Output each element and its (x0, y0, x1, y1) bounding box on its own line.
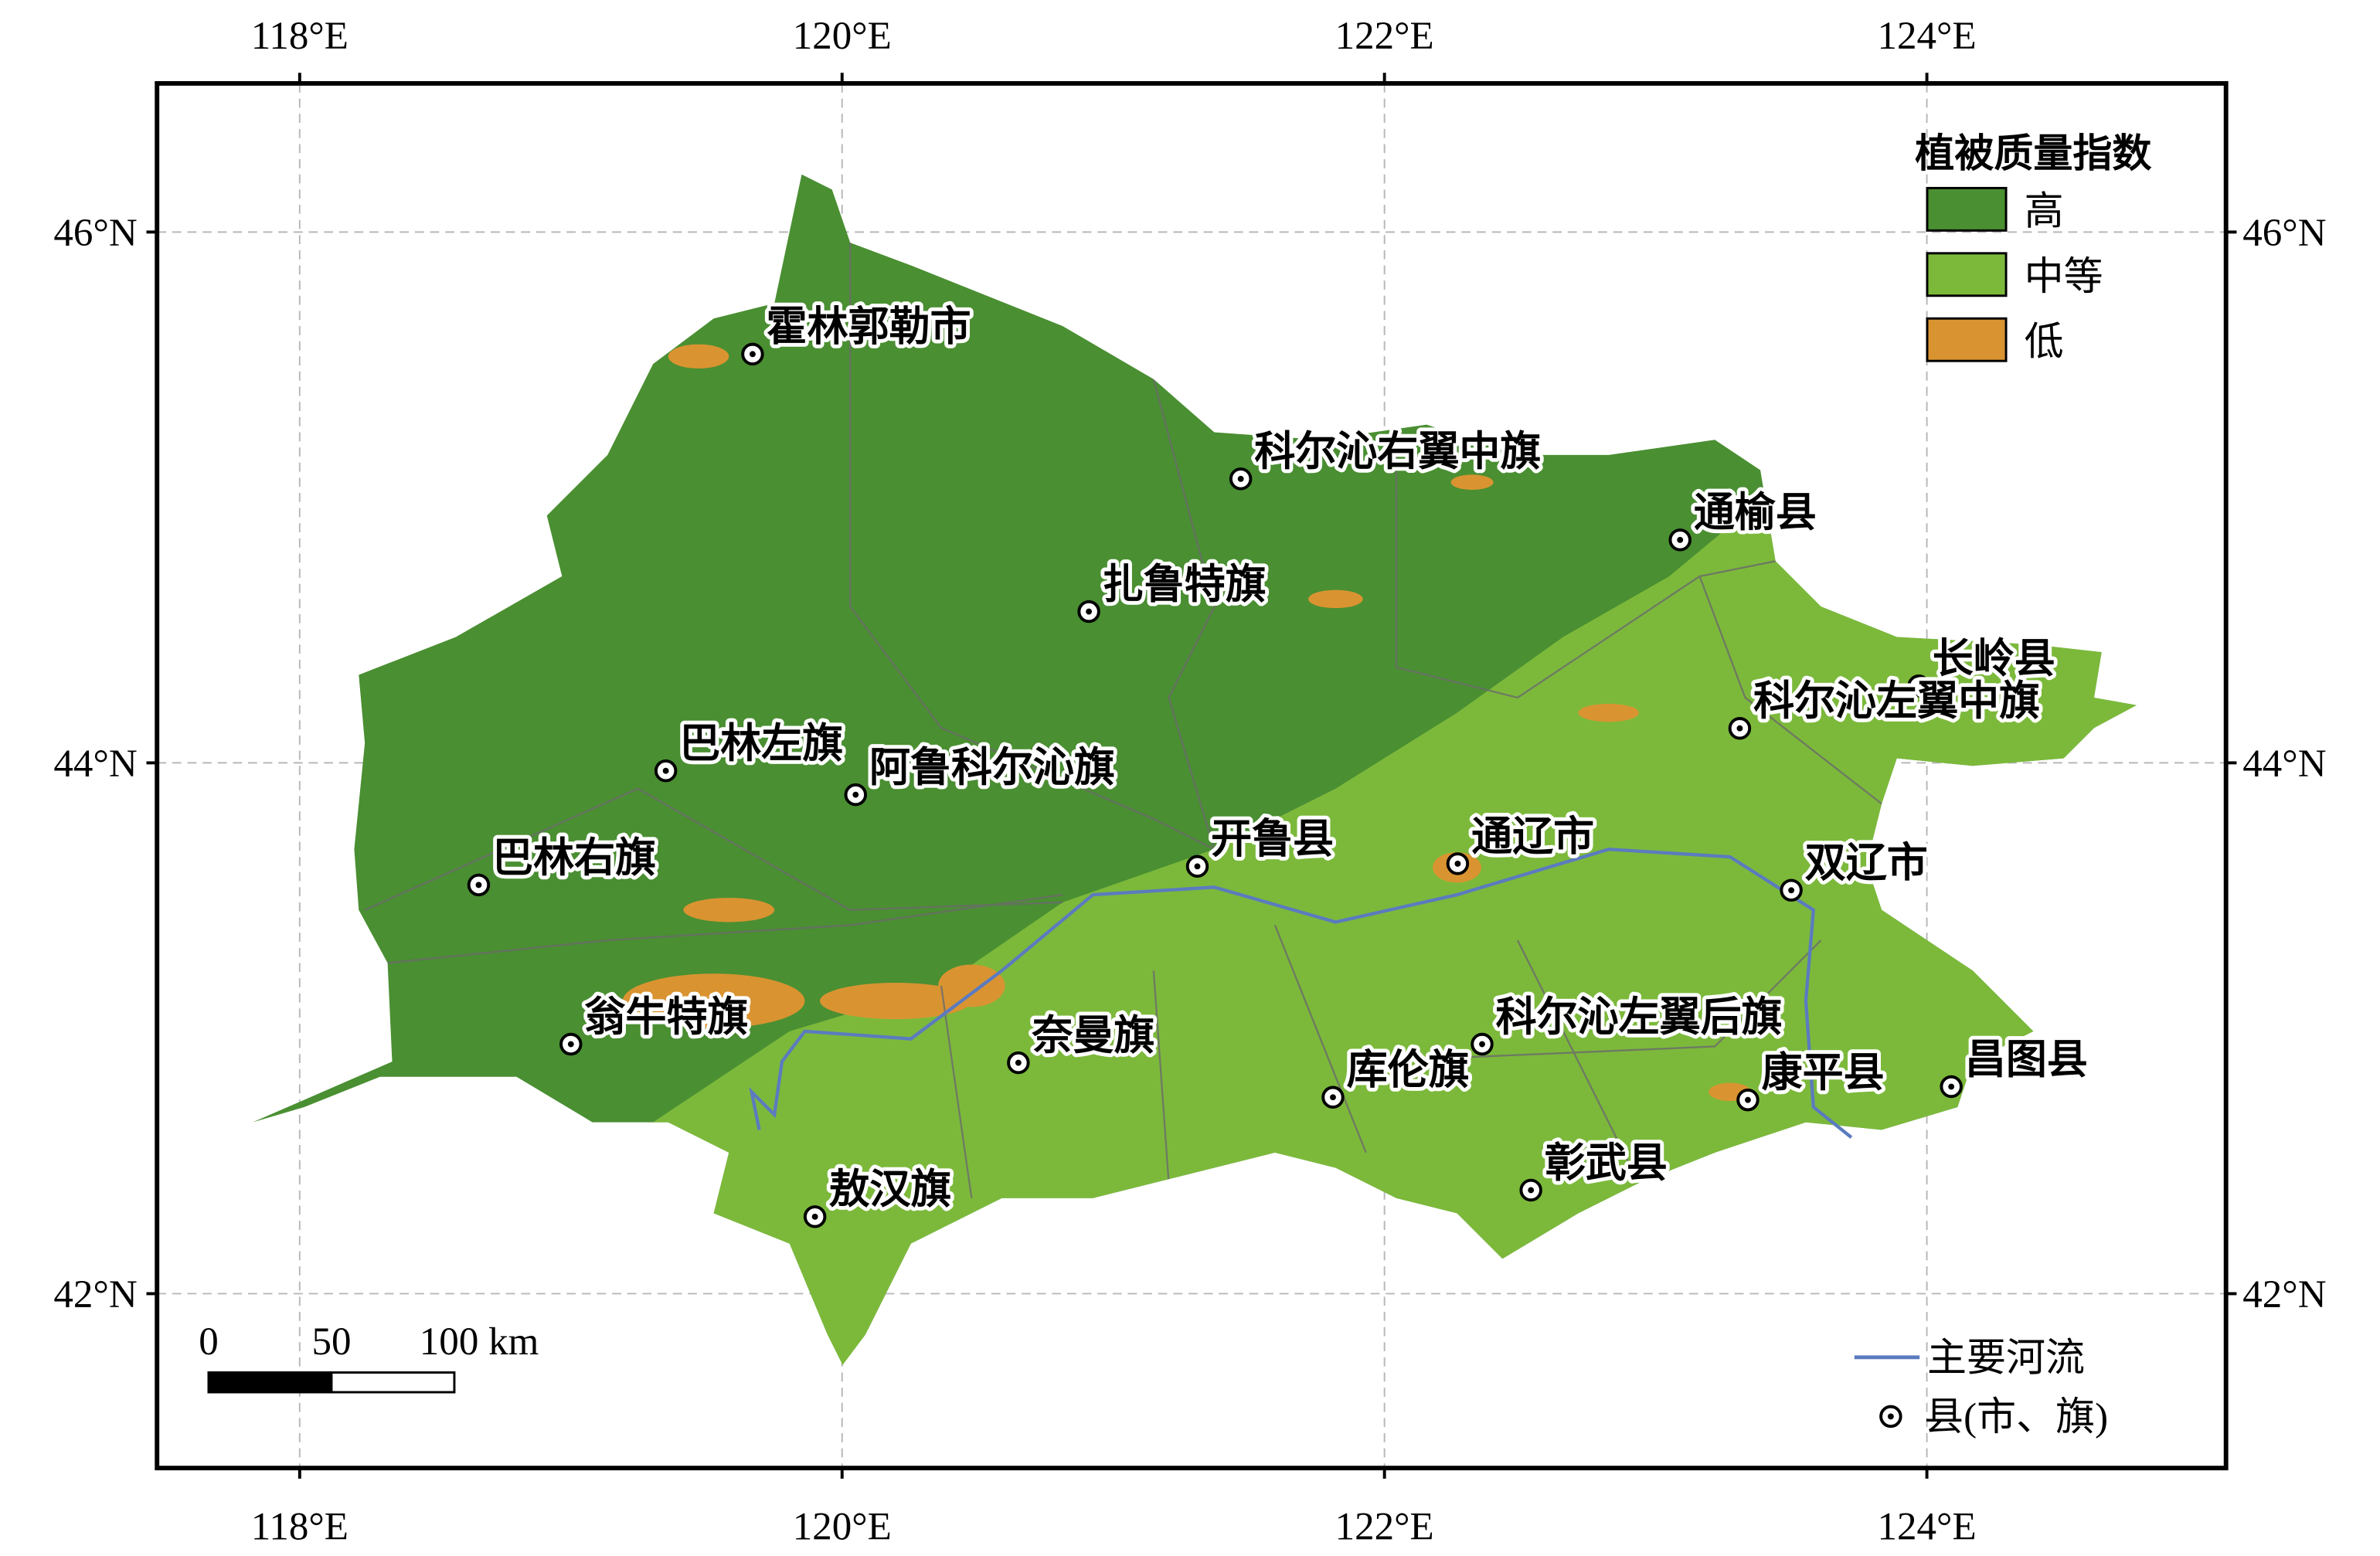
scale-bar-black (207, 1371, 333, 1394)
legend-bottom: 主要河流 县(市、旗) (1854, 1337, 2108, 1439)
scale-label: 50 (311, 1320, 351, 1364)
county-marker-dot (750, 351, 756, 358)
county-name: 阿鲁科尔沁旗 (869, 745, 1115, 790)
county-name: 昌图县 (1965, 1038, 2088, 1082)
x-tick-label: 124°E (1878, 1505, 1977, 1548)
county-marker-dot (475, 882, 482, 888)
county-name: 敖汉旗 (828, 1167, 951, 1212)
region-low (622, 344, 1752, 1102)
county-marker-dot (662, 767, 669, 774)
county-marker-dot (1237, 475, 1244, 482)
legend-label: 高 (2025, 191, 2064, 234)
county-name: 科尔沁左翼后旗 (1496, 994, 1783, 1040)
x-tick-label: 118°E (251, 1505, 348, 1548)
county-marker-dot (1194, 863, 1201, 870)
county-marker-dot (1948, 1083, 1955, 1090)
legend-swatch (1926, 252, 2008, 297)
y-tick-label: 44°N (2242, 742, 2326, 786)
scale-label: 100 km (420, 1320, 539, 1364)
y-tick-label: 46°N (53, 212, 137, 255)
y-tick-label: 42°N (53, 1273, 137, 1316)
county-name: 通榆县 (1694, 490, 1817, 535)
x-tick-label: 120°E (793, 1505, 892, 1548)
legend-swatch (1926, 317, 2008, 362)
county-marker-dot (1788, 887, 1795, 894)
county-key-dot (1887, 1413, 1894, 1420)
county-name: 双辽市 (1805, 841, 1928, 886)
legend-swatch (1926, 186, 2008, 232)
y-tick-label: 42°N (2242, 1273, 2326, 1316)
county-name: 开鲁县 (1211, 817, 1334, 862)
county-name: 康平县 (1762, 1050, 1885, 1096)
scale-bar-white (330, 1371, 456, 1394)
county-marker-dot (1528, 1187, 1535, 1194)
county-marker-dot (1479, 1041, 1485, 1048)
county-marker-dot (1454, 861, 1461, 867)
y-tick-label: 46°N (2242, 212, 2326, 255)
legend-title: 植被质量指数 (1915, 132, 2152, 176)
frame (155, 81, 2229, 1471)
county-name: 奈曼旗 (1032, 1013, 1155, 1058)
x-tick-label: 122°E (1335, 1505, 1434, 1548)
county-name: 通辽市 (1471, 814, 1594, 859)
county-name: 科尔沁左翼中旗 (1753, 678, 2040, 724)
county-marker-dot (1736, 725, 1743, 732)
county-label: 县(市、旗) (1924, 1396, 2108, 1439)
x-tick-label: 124°E (1878, 15, 1977, 58)
legend-label: 低 (2025, 321, 2064, 364)
county-name: 霍林郭勒市 (767, 304, 971, 350)
county-name: 翁牛特旗 (584, 994, 748, 1040)
county-marker-dot (852, 791, 859, 798)
county-marker-dot (1015, 1059, 1022, 1066)
x-tick-label: 122°E (1335, 15, 1434, 58)
county-name: 扎鲁特旗 (1103, 562, 1266, 607)
counties: 霍林郭勒市科尔沁右翼中旗通榆县扎鲁特旗长岭县科尔沁左翼中旗巴林左旗阿鲁科尔沁旗巴… (467, 301, 2092, 1228)
county-marker-dot (1916, 682, 1922, 689)
county-name: 巴林左旗 (679, 721, 843, 766)
scale-label: 0 (199, 1320, 219, 1364)
boundaries (364, 243, 1882, 1198)
county-marker-dot (811, 1213, 818, 1220)
river-label: 主要河流 (1927, 1337, 2085, 1381)
county-name: 长岭县 (1933, 636, 2055, 681)
county-name: 库伦旗 (1347, 1048, 1470, 1093)
y-tick-label: 44°N (53, 742, 137, 786)
legend-label: 中等 (2025, 256, 2103, 299)
county-marker-dot (1330, 1094, 1336, 1101)
county-marker-dot (1745, 1096, 1751, 1103)
county-marker-dot (1677, 536, 1684, 543)
x-tick-label: 118°E (251, 15, 348, 58)
axis-ticks: 118°E 118°E 120°E 120°E 122°E 122°E 124°E 124°E… (53, 15, 2326, 1549)
scale-bar: 0 50 100 km (199, 1320, 539, 1394)
river (749, 848, 1853, 1139)
county-marker-dot (1086, 608, 1093, 615)
county-name: 科尔沁右翼中旗 (1254, 429, 1541, 474)
county-name: 巴林右旗 (492, 835, 656, 881)
x-tick-label: 120°E (793, 15, 892, 58)
county-name: 彰武县 (1545, 1140, 1668, 1186)
county-marker-dot (567, 1041, 574, 1048)
